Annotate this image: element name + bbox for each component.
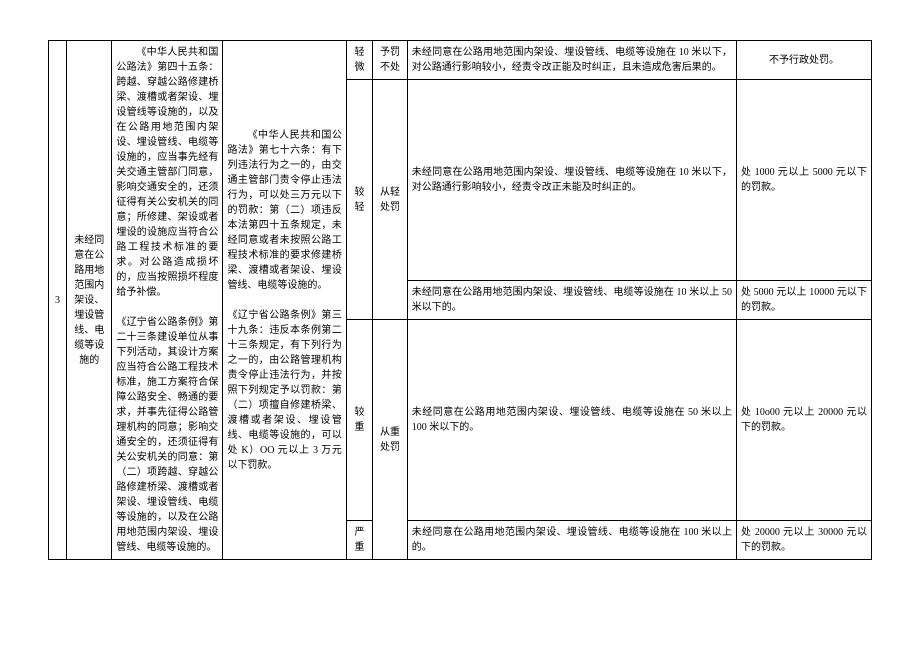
description-cell: 未经同意在公路用地范围内架设、埋设管线、电缆等设施在 10 米以下，对公路通行影… [407,80,736,281]
severity-cell: 严重 [346,521,372,560]
violation-name-cell: 未经同意在公路用地范围内架设、埋设管线、电缆等设施的 [67,41,112,560]
description-cell: 未经同意在公路用地范围内架设、埋设管线、电缆等设施在 10 米以下，对公路通行影… [407,41,736,80]
disposal-cell: 予罚不处 [373,41,408,80]
description-cell: 未经同意在公路用地范围内架设、埋设管线、电缆等设施在 10 米以上 50 米以下… [407,281,736,320]
index-cell: 3 [49,41,67,560]
table-row: 3 未经同意在公路用地范围内架设、埋设管线、电缆等设施的 《中华人民共和国公路法… [49,41,872,80]
penalty-cell: 处 5000 元以上 10000 元以下的罚款。 [736,281,871,320]
penalty-cell: 处 10o00 元以上 20000 元以下的罚款。 [736,320,871,521]
description-cell: 未经同意在公路用地范围内架设、埋设管线、电缆等设施在 100 米以上的。 [407,521,736,560]
basis-cell: 《中华人民共和国公路法》第四十五条：跨越、穿越公路修建桥梁、渡槽或者架设、埋设管… [112,41,223,560]
description-cell: 未经同意在公路用地范围内架设、埋设管线、电缆等设施在 50 米以上 100 米以… [407,320,736,521]
severity-cell: 较轻 [346,80,372,320]
severity-cell: 轻微 [346,41,372,80]
penalty-table: 3 未经同意在公路用地范围内架设、埋设管线、电缆等设施的 《中华人民共和国公路法… [48,40,872,560]
penalty-cell: 不予行政处罚。 [736,41,871,80]
disposal-cell: 从重处罚 [373,320,408,560]
severity-cell: 较重 [346,320,372,521]
disposal-cell: 从轻处罚 [373,80,408,320]
penalty-cell: 处 1000 元以上 5000 元以下的罚款。 [736,80,871,281]
law-cell: 《中华人民共和国公路法》第七十六条：有下列违法行为之一的，由交通主管部门责令停止… [223,41,346,560]
penalty-cell: 处 20000 元以上 30000 元以下的罚款。 [736,521,871,560]
